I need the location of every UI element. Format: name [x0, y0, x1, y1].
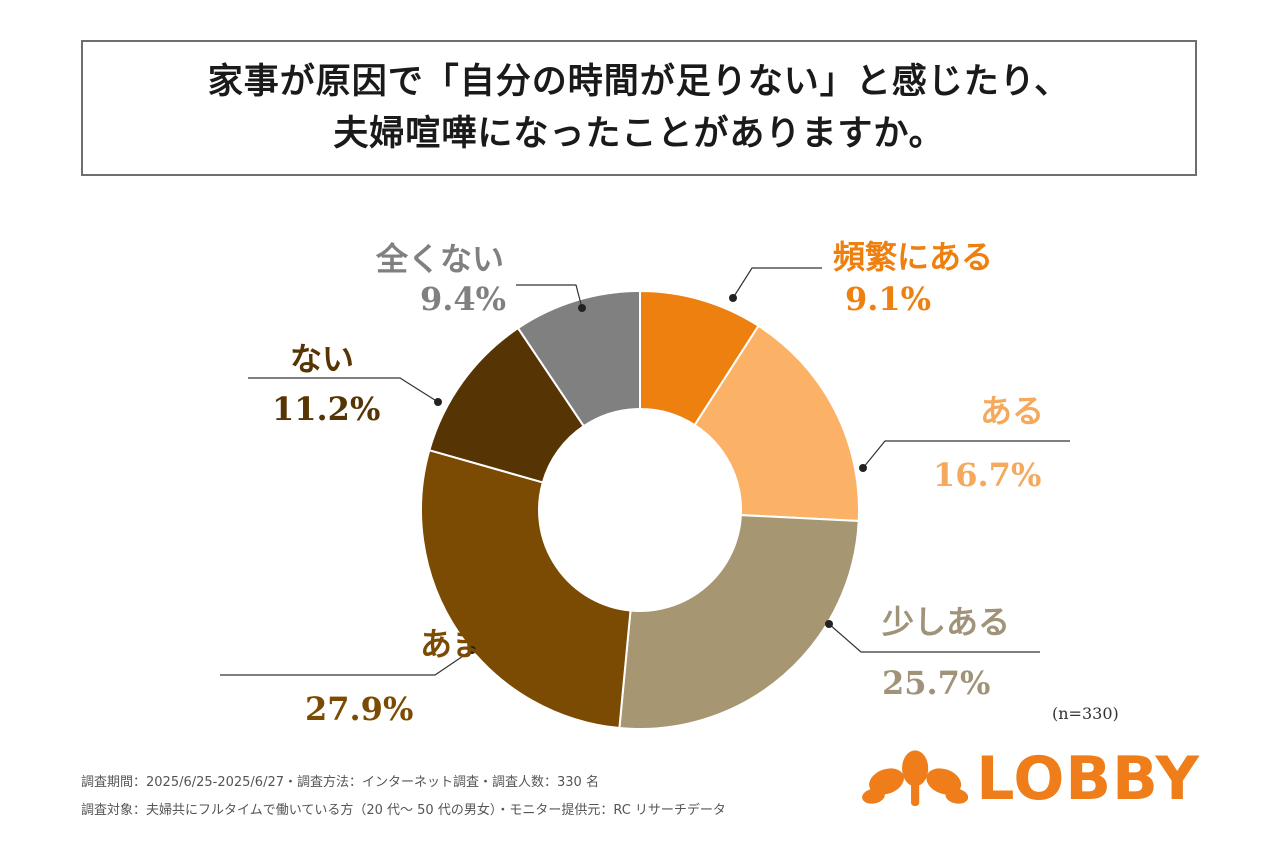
- slice-percent-label: 9.1%: [845, 280, 931, 318]
- leader-line: [220, 649, 473, 676]
- slice-name-label: ある: [980, 392, 1044, 430]
- leader-dot: [578, 304, 586, 312]
- lobby-logo: LOBBY: [862, 744, 1200, 814]
- leader-dot: [434, 398, 442, 406]
- donut-slices: [420, 289, 860, 730]
- leader-line: [828, 623, 1040, 653]
- title-box: 家事が原因で「自分の時間が足りない」と感じたり、 夫婦喧嘩になったことがあります…: [81, 40, 1197, 176]
- survey-target-note: 調査対象：夫婦共にフルタイムで働いている方（20 代〜 50 代の男女）・モニタ…: [81, 803, 726, 818]
- logo-text: LOBBY: [976, 744, 1200, 814]
- chart-title-line-2: 夫婦喧嘩になったことがありますか。: [333, 113, 945, 154]
- donut-slice: [420, 448, 632, 730]
- sample-size-label: (n=330): [1052, 704, 1119, 723]
- leaf-cluster-icon: [862, 750, 969, 806]
- slice-name-label: 全くない: [375, 240, 504, 278]
- leader-line: [516, 284, 583, 309]
- leader-dot: [825, 620, 833, 628]
- slice-name-label: 少しある: [882, 603, 1010, 641]
- donut-slice: [693, 324, 860, 523]
- leader-line: [732, 267, 822, 299]
- slice-percent-label: 27.9%: [305, 690, 413, 728]
- leader-line: [862, 440, 1070, 469]
- slice-name-label: あまりない: [420, 625, 580, 663]
- leader-lines: [220, 267, 1070, 676]
- slice-name-label: ない: [290, 340, 354, 378]
- slice-percent-label: 11.2%: [272, 390, 380, 428]
- slice-name-label: 頻繁にある: [833, 238, 993, 276]
- leader-dot: [468, 646, 476, 654]
- survey-period-note: 調査期間：2025/6/25-2025/6/27・調査方法：インターネット調査・…: [81, 775, 599, 790]
- donut-slice: [618, 514, 860, 730]
- leader-dot: [859, 464, 867, 472]
- slice-percent-label: 16.7%: [933, 456, 1041, 494]
- donut-slice: [516, 289, 641, 428]
- leader-dot: [729, 294, 737, 302]
- leader-line: [248, 377, 439, 403]
- chart-title-line-1: 家事が原因で「自分の時間が足りない」と感じたり、: [207, 61, 1071, 102]
- slice-percent-label: 25.7%: [882, 664, 990, 702]
- slice-percent-label: 9.4%: [420, 280, 506, 318]
